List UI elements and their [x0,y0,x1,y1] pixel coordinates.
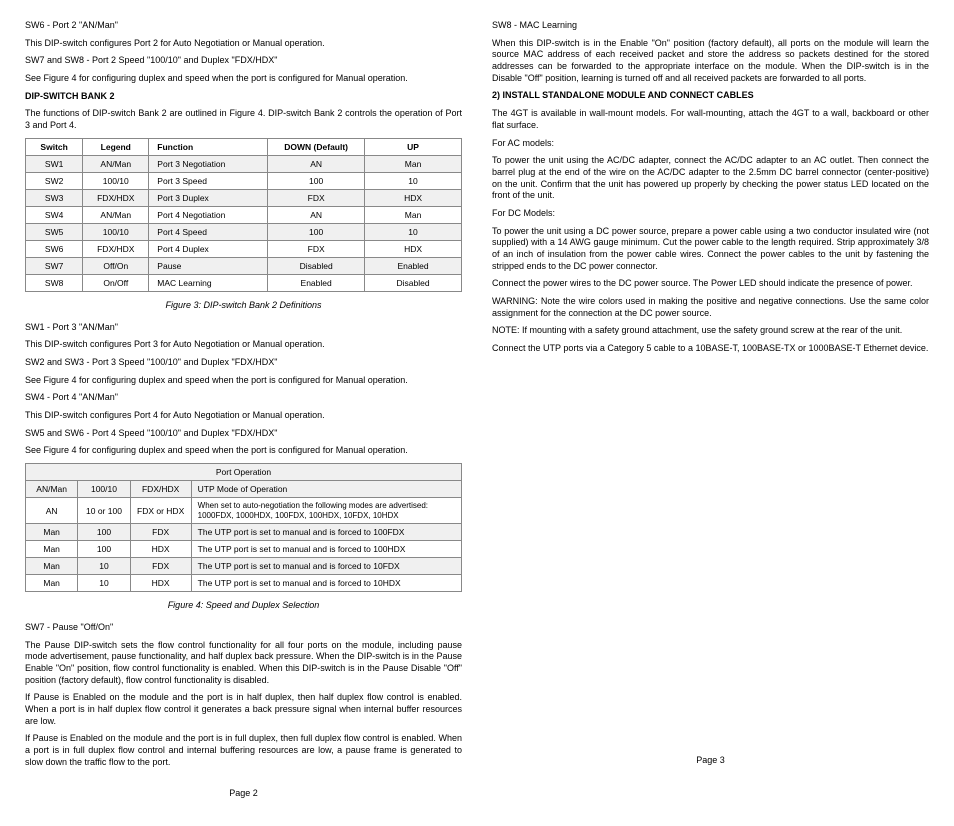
sw1-text: This DIP-switch configures Port 3 for Au… [25,339,462,351]
bank2-heading: DIP-SWITCH BANK 2 [25,91,462,103]
sw8-heading: SW8 - MAC Learning [492,20,929,32]
note-text: NOTE: If mounting with a safety ground a… [492,325,929,337]
table-row: SW2100/10Port 3 Speed10010 [26,172,462,189]
table-row: SW1AN/ManPort 3 NegotiationANMan [26,155,462,172]
col-down: DOWN (Default) [268,138,365,155]
table-row: SW8On/OffMAC LearningEnabledDisabled [26,274,462,291]
table-row: Man10FDXThe UTP port is set to manual an… [26,558,462,575]
sw23-heading: SW2 and SW3 - Port 3 Speed "100/10" and … [25,357,462,369]
col-legend: Legend [83,138,149,155]
col-function: Function [149,138,268,155]
sw4-text: This DIP-switch configures Port 4 for Au… [25,410,462,422]
table-header-row: Switch Legend Function DOWN (Default) UP [26,138,462,155]
warning-text: WARNING: Note the wire colors used in ma… [492,296,929,319]
right-column: SW8 - MAC Learning When this DIP-switch … [492,20,929,806]
dc-heading: For DC Models: [492,208,929,220]
page-number: Page 2 [25,788,462,800]
utp-text: Connect the UTP ports via a Category 5 c… [492,343,929,355]
dc-text: To power the unit using a DC power sourc… [492,226,929,273]
sw56-text: See Figure 4 for configuring duplex and … [25,445,462,457]
left-column: SW6 - Port 2 "AN/Man" This DIP-switch co… [25,20,462,806]
table-row: SW5100/10Port 4 Speed10010 [26,223,462,240]
table-row: SW7Off/OnPauseDisabledEnabled [26,257,462,274]
col-switch: Switch [26,138,83,155]
table-row: Man100FDXThe UTP port is set to manual a… [26,524,462,541]
sw56-heading: SW5 and SW6 - Port 4 Speed "100/10" and … [25,428,462,440]
sw4-heading: SW4 - Port 4 "AN/Man" [25,392,462,404]
figure3-caption: Figure 3: DIP-switch Bank 2 Definitions [25,300,462,312]
table-header-row: AN/Man100/10FDX/HDXUTP Mode of Operation [26,481,462,498]
section2-heading: 2) INSTALL STANDALONE MODULE AND CONNECT… [492,90,929,102]
ac-heading: For AC models: [492,138,929,150]
page-number: Page 3 [492,755,929,767]
section2-text: The 4GT is available in wall-mount model… [492,108,929,131]
figure4-caption: Figure 4: Speed and Duplex Selection [25,600,462,612]
sw8-text: When this DIP-switch is in the Enable "O… [492,38,929,85]
sw6-heading: SW6 - Port 2 "AN/Man" [25,20,462,32]
port-op-title: Port Operation [26,464,462,481]
sw78-heading: SW7 and SW8 - Port 2 Speed "100/10" and … [25,55,462,67]
table-row: Man100HDXThe UTP port is set to manual a… [26,541,462,558]
table-row: Man10HDXThe UTP port is set to manual an… [26,575,462,592]
bank2-text: The functions of DIP-switch Bank 2 are o… [25,108,462,131]
table-row: SW3FDX/HDXPort 3 DuplexFDXHDX [26,189,462,206]
sw7-text3: If Pause is Enabled on the module and th… [25,733,462,768]
dip-switch-table: Switch Legend Function DOWN (Default) UP… [25,138,462,292]
sw6-text: This DIP-switch configures Port 2 for Au… [25,38,462,50]
sw23-text: See Figure 4 for configuring duplex and … [25,375,462,387]
sw7-text: The Pause DIP-switch sets the flow contr… [25,640,462,687]
port-operation-table: Port Operation AN/Man100/10FDX/HDXUTP Mo… [25,463,462,592]
table-row: AN10 or 100FDX or HDXWhen set to auto-ne… [26,498,462,524]
col-up: UP [365,138,462,155]
sw7-text2: If Pause is Enabled on the module and th… [25,692,462,727]
table-row: SW6FDX/HDXPort 4 DuplexFDXHDX [26,240,462,257]
sw1-heading: SW1 - Port 3 "AN/Man" [25,322,462,334]
table-row: SW4AN/ManPort 4 NegotiationANMan [26,206,462,223]
ac-text: To power the unit using the AC/DC adapte… [492,155,929,202]
sw78-text: See Figure 4 for configuring duplex and … [25,73,462,85]
dc-text2: Connect the power wires to the DC power … [492,278,929,290]
sw7-heading: SW7 - Pause "Off/On" [25,622,462,634]
